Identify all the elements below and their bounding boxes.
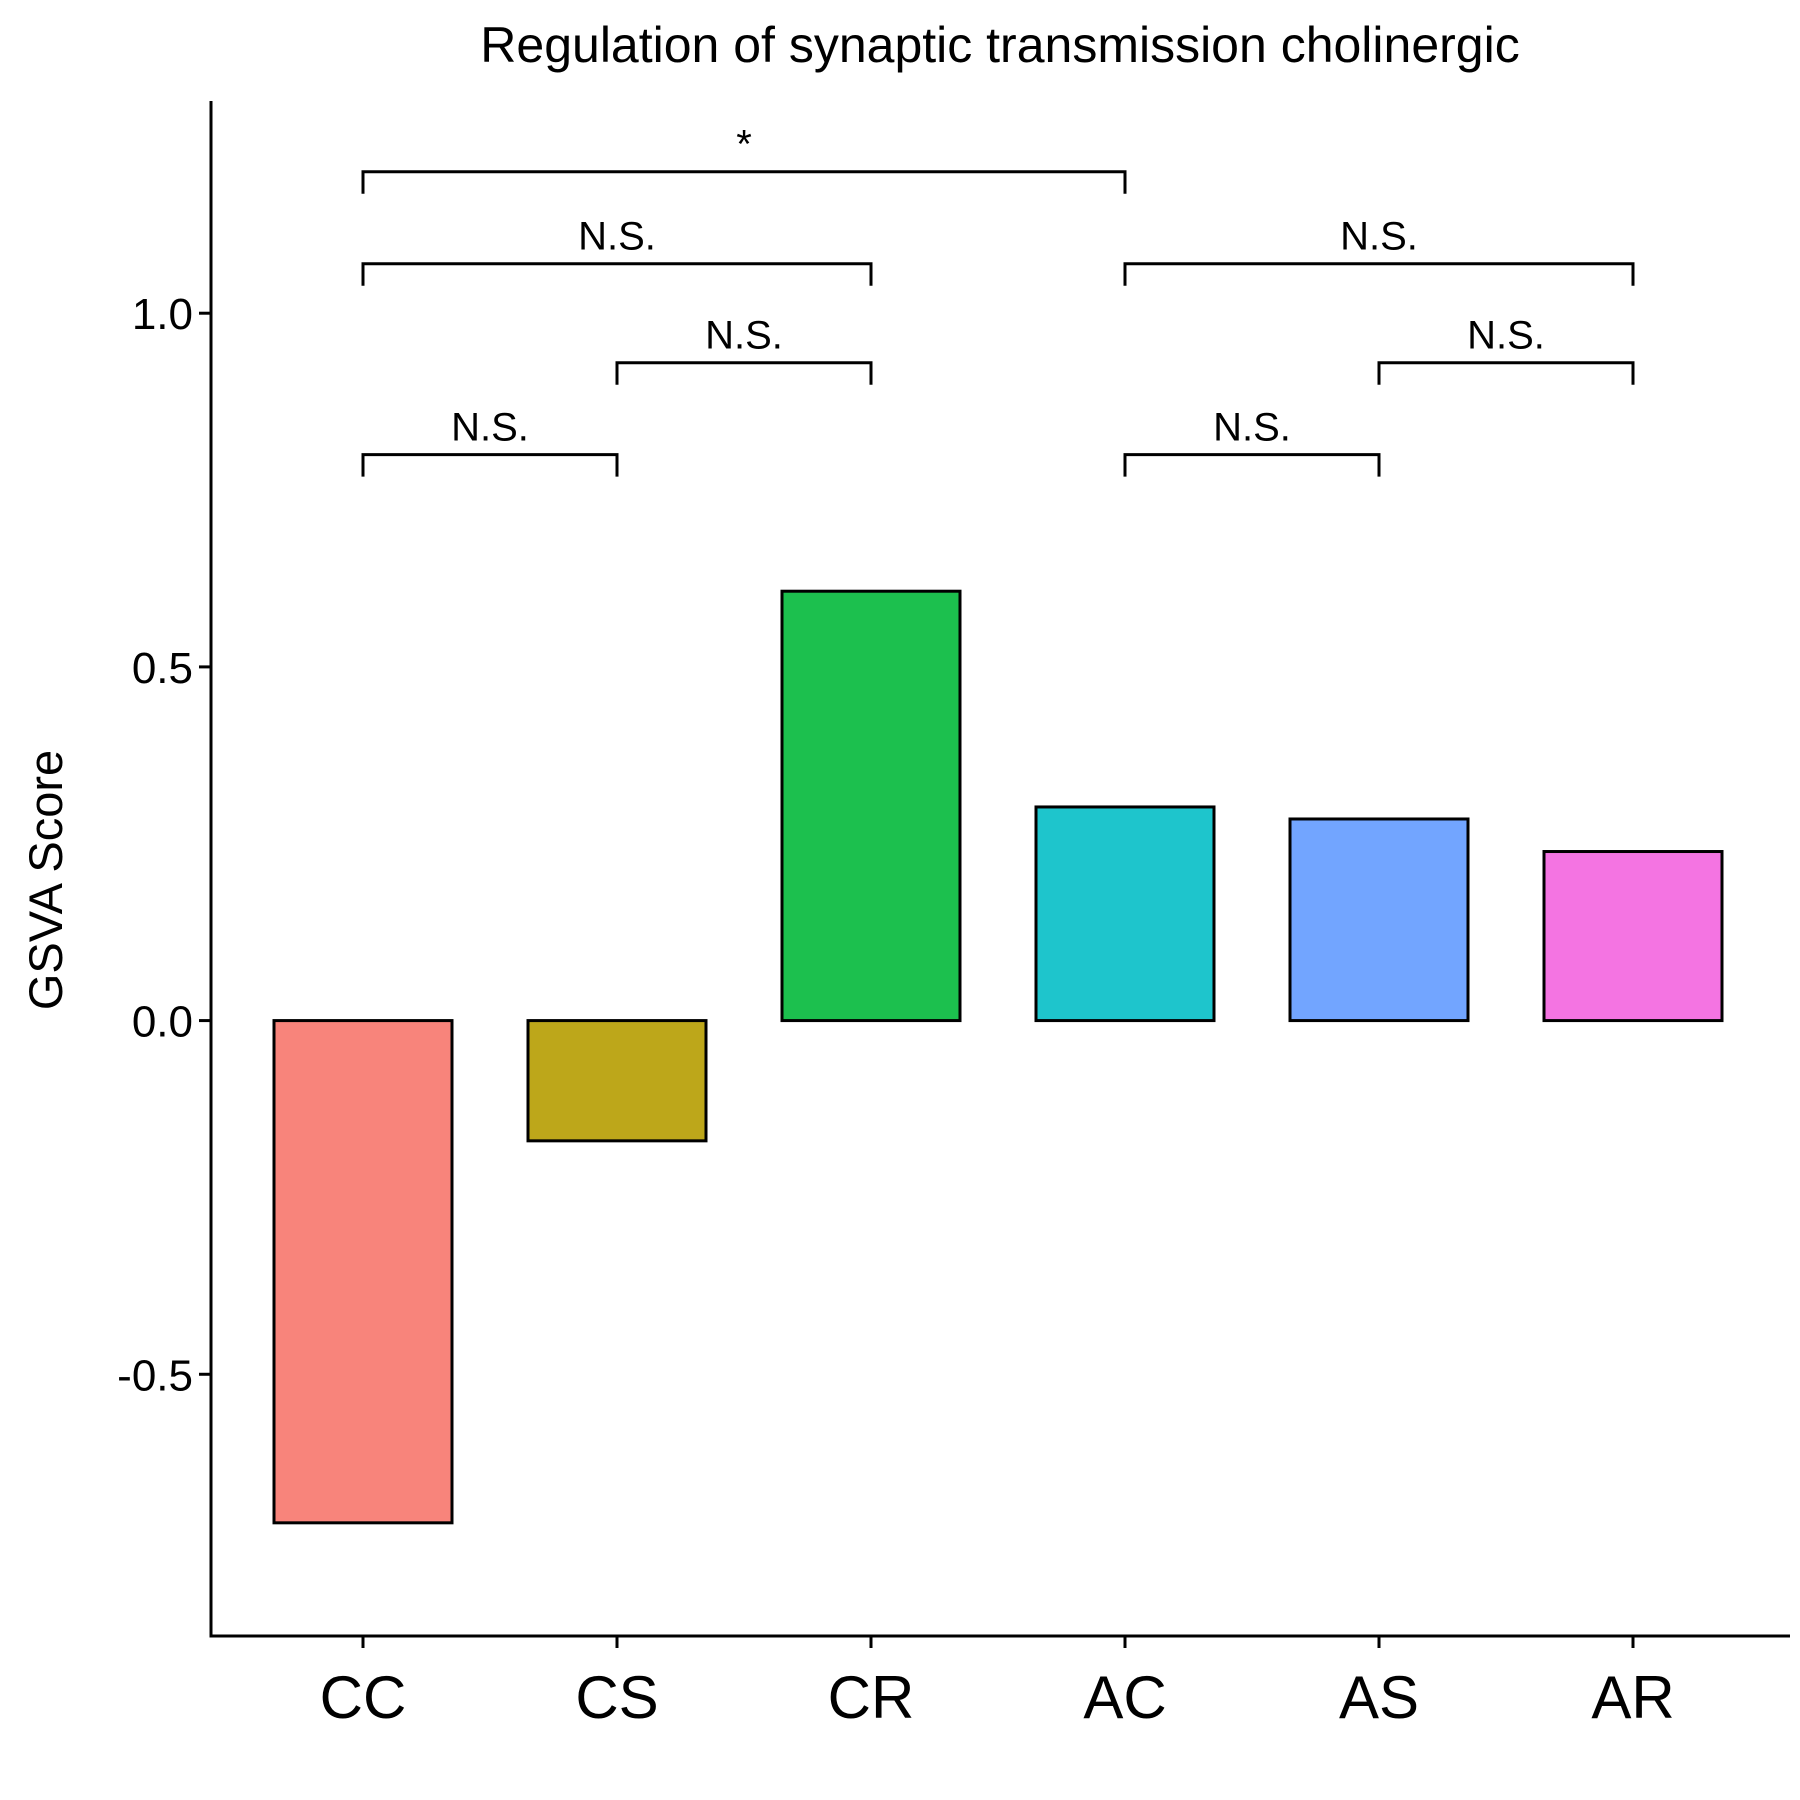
significance-bracket-cs-cr (615, 361, 873, 385)
significance-brackets-layer: N.S. N.S. N.S. * N.S. N.S. N.S. (361, 123, 1635, 477)
x-tick-label-ac: AC (1083, 1664, 1166, 1731)
significance-label-cc-ac: * (736, 123, 752, 167)
significance-bracket-ac-as (1123, 453, 1381, 477)
bar-cc (272, 1019, 454, 1525)
bar-ac (1034, 805, 1216, 1023)
y-axis-label: GSVA Score (19, 750, 72, 1010)
significance-label-cc-cs: N.S. (451, 406, 529, 450)
x-tick-label-cs: CS (575, 1664, 658, 1731)
significance-bracket-as-ar (1377, 361, 1635, 385)
y-tick-label: 1.0 (132, 290, 193, 339)
significance-bracket-cc-ac (361, 170, 1127, 194)
bar-ar (1542, 850, 1724, 1023)
significance-bracket-ac-ar (1123, 262, 1635, 286)
bar-cr (780, 589, 962, 1023)
significance-label-cc-cr: N.S. (578, 215, 656, 259)
bar-as (1288, 817, 1470, 1023)
significance-label-ac-as: N.S. (1213, 406, 1291, 450)
axes-layer: CC CS CR AC AS AR -0.5 0.0 0.5 1.0 (117, 101, 1790, 1731)
y-tick-label: -0.5 (117, 1351, 193, 1400)
x-tick-label-cc: CC (320, 1664, 407, 1731)
x-tick-label-ar: AR (1591, 1664, 1674, 1731)
significance-label-as-ar: N.S. (1467, 314, 1545, 358)
significance-bracket-cc-cs (361, 453, 619, 477)
bars-layer (272, 589, 1724, 1525)
y-tick-label: 0.0 (132, 998, 193, 1047)
significance-label-cs-cr: N.S. (705, 314, 783, 358)
chart-title: Regulation of synaptic transmission chol… (480, 17, 1519, 73)
x-tick-label-as: AS (1339, 1664, 1419, 1731)
bar-cs (526, 1019, 708, 1143)
x-tick-label-cr: CR (828, 1664, 915, 1731)
significance-label-ac-ar: N.S. (1340, 215, 1418, 259)
y-tick-label: 0.5 (132, 644, 193, 693)
significance-bracket-cc-cr (361, 262, 873, 286)
